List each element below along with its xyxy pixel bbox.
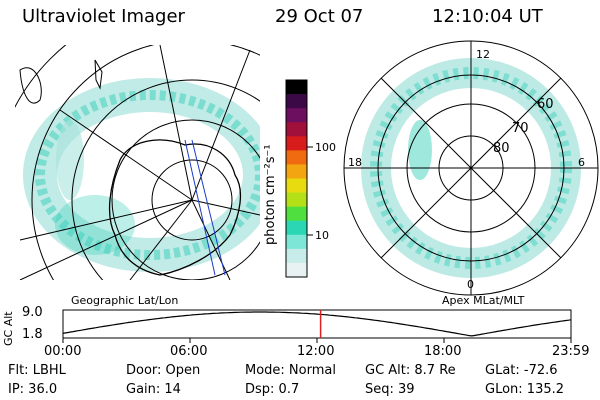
footer-seq: Seq: 39 [365,382,415,397]
footer-gain: Gain: 14 [126,382,181,397]
colorbar-step [286,94,307,109]
colorbar-tick-100: 100 [315,141,336,154]
app-title: Ultraviolet Imager [22,6,185,27]
colorbar-step [286,178,307,194]
altitude-xtick-3: 18:00 [424,344,462,359]
colorbar-step [286,206,307,222]
mlt-label-18: 18 [348,156,362,169]
lat-label-80: 80 [493,141,510,156]
lat-label-60: 60 [537,97,554,112]
date-label: 29 Oct 07 [275,6,364,27]
altitude-xtick-0: 00:00 [44,344,82,359]
colorbar-step [286,164,307,179]
altitude-ytick-min: 1.8 [22,327,43,342]
colorbar-step [286,80,307,95]
mlt-label-0: 0 [467,278,474,291]
colorbar-step [286,192,307,208]
mlt-label-6: 6 [578,156,585,169]
footer-mode: Mode: Normal [245,363,336,378]
footer-flt: Flt: LBHL [8,363,66,378]
altitude-ytick-max: 9.0 [22,305,43,320]
colorbar-tick-10: 10 [315,229,329,242]
colorbar-step [286,220,307,236]
altitude-ylabel: GC Alt [2,311,15,346]
mlt-label-12: 12 [476,48,490,61]
left-map-label: Geographic Lat/Lon [71,294,179,307]
right-map-label: Apex MLat/MLT [442,294,525,307]
lat-label-70: 70 [512,121,529,136]
footer-glat: GLat: -72.6 [485,363,558,378]
altitude-xtick-4: 23:59 [552,344,590,359]
colorbar-step [286,234,307,250]
altitude-xtick-2: 12:00 [297,344,335,359]
colorbar-step [286,136,307,151]
footer-glon: GLon: 135.2 [485,382,565,397]
footer-door: Door: Open [126,363,201,378]
colorbar-step [286,150,307,165]
colorbar-step [286,122,307,137]
altitude-xtick-1: 06:00 [170,344,208,359]
footer-ip: IP: 36.0 [8,382,58,397]
footer-gc-alt: GC Alt: 8.7 Re [365,363,456,378]
colorbar-step [286,262,307,278]
colorbar-step [286,108,307,123]
colorbar-step [286,248,307,264]
footer-dsp: Dsp: 0.7 [245,382,300,397]
time-label: 12:10:04 UT [432,6,543,27]
